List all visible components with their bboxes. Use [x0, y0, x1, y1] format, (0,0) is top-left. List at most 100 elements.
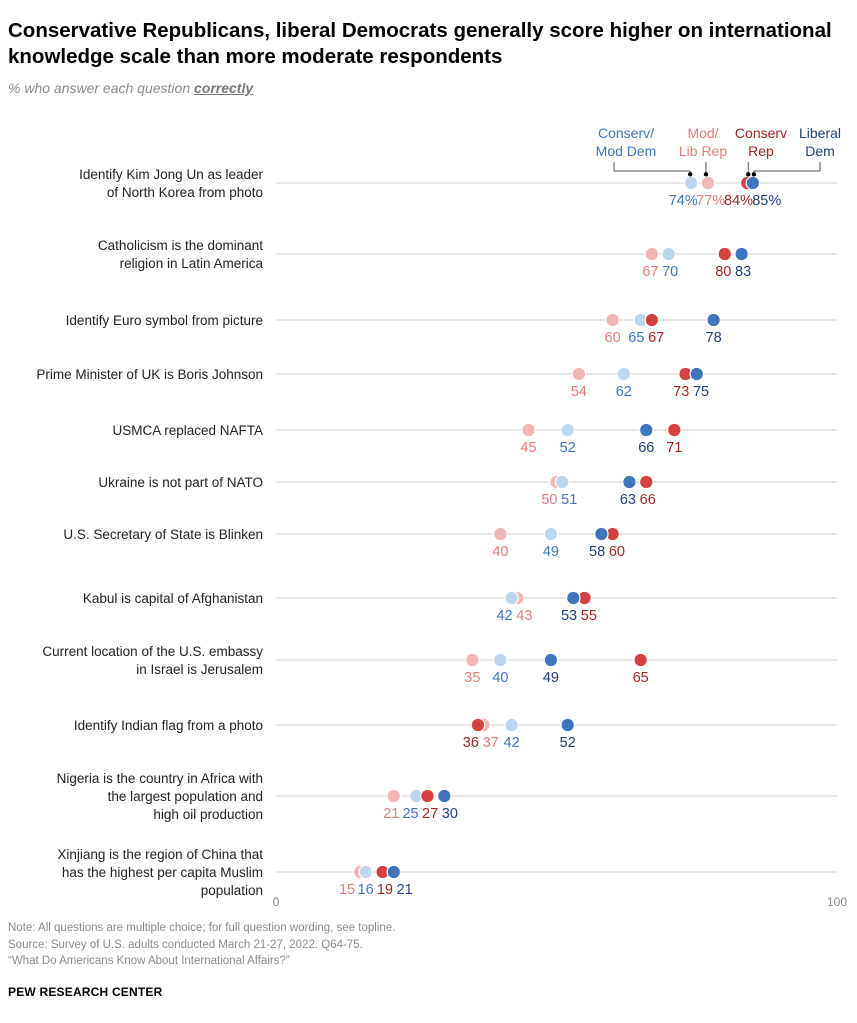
row-label: U.S. Secretary of State is Blinken	[63, 527, 263, 542]
data-label-conserv-mod-dem: 40	[492, 670, 508, 686]
legend-label-conserv-mod-dem: Mod Dem	[596, 143, 657, 159]
data-label-mod-lib-rep: 77%	[696, 193, 725, 209]
dot-chart: Identify Kim Jong Un as leader of North K…	[36, 125, 847, 909]
legend-leader-dot	[746, 172, 751, 177]
data-label-conserv-rep: 27	[422, 806, 438, 822]
subtitle-emphasis: correctly	[194, 80, 254, 96]
data-label-conserv-rep: 71	[666, 440, 682, 456]
data-label-conserv-mod-dem: 52	[560, 440, 576, 456]
data-label-mod-lib-rep: 21	[383, 806, 399, 822]
data-label-conserv-mod-dem: 70	[662, 264, 678, 280]
data-label-conserv-mod-dem: 49	[543, 544, 559, 560]
data-point-liberal-dem	[436, 788, 452, 804]
subtitle-prefix: % who answer each question	[8, 80, 191, 96]
data-label-conserv-rep: 19	[377, 882, 393, 898]
data-point-conserv-mod-dem	[661, 246, 676, 262]
data-label-mod-lib-rep: 35	[464, 670, 480, 686]
row-label: Kabul is capital of Afghanistan	[83, 591, 263, 606]
row-label: religion in Latin America	[120, 256, 264, 271]
legend-label-liberal-dem: Dem	[805, 143, 835, 159]
data-point-liberal-dem	[745, 175, 761, 191]
legend-leader-dot	[703, 172, 709, 177]
data-point-liberal-dem	[689, 366, 705, 382]
data-point-conserv-mod-dem	[493, 652, 508, 668]
data-point-mod-lib-rep	[465, 652, 480, 668]
row-label: Prime Minister of UK is Boris Johnson	[36, 367, 263, 382]
data-point-conserv-mod-dem	[616, 366, 632, 382]
row-label: in Israel is Jerusalem	[136, 662, 263, 677]
data-label-conserv-rep: 60	[609, 544, 625, 560]
row-label: USMCA replaced NAFTA	[112, 423, 263, 438]
data-label-conserv-rep: 84%	[724, 193, 753, 209]
data-label-conserv-rep: 73	[673, 384, 689, 400]
data-point-liberal-dem	[638, 422, 654, 438]
axis-tick-label: 0	[273, 895, 280, 909]
data-label-mod-lib-rep: 43	[516, 608, 532, 624]
data-label-conserv-mod-dem: 74%	[669, 193, 698, 209]
legend-label-mod-lib-rep: Lib Rep	[679, 143, 727, 159]
data-point-mod-lib-rep	[493, 526, 508, 542]
data-point-conserv-mod-dem	[560, 422, 576, 438]
data-label-liberal-dem: 21	[397, 882, 413, 898]
data-label-conserv-mod-dem: 16	[358, 882, 374, 898]
data-label-mod-lib-rep: 54	[571, 384, 587, 400]
data-label-conserv-rep: 66	[640, 492, 656, 508]
data-point-mod-lib-rep	[605, 312, 620, 328]
data-label-mod-lib-rep: 37	[483, 735, 499, 751]
data-point-conserv-rep	[420, 788, 435, 804]
data-point-mod-lib-rep	[571, 366, 587, 382]
legend-label-conserv-rep: Rep	[748, 143, 774, 159]
data-label-mod-lib-rep: 50	[541, 492, 557, 508]
row-label: Ukraine is not part of NATO	[98, 475, 263, 490]
row-label: Identify Kim Jong Un as leader	[79, 167, 263, 182]
pew-research-center-logo: PEW RESEARCH CENTER	[8, 985, 163, 999]
data-label-liberal-dem: 53	[561, 608, 577, 624]
data-label-mod-lib-rep: 15	[339, 882, 355, 898]
data-label-conserv-mod-dem: 62	[616, 384, 632, 400]
data-label-liberal-dem: 66	[638, 440, 654, 456]
data-label-conserv-rep: 36	[463, 735, 479, 751]
data-point-conserv-rep	[470, 717, 486, 733]
data-point-mod-lib-rep	[521, 422, 536, 438]
chart-title: Conservative Republicans, liberal Democr…	[8, 19, 832, 68]
data-label-mod-lib-rep: 45	[520, 440, 536, 456]
data-label-liberal-dem: 58	[589, 544, 605, 560]
data-point-liberal-dem	[622, 474, 637, 490]
legend-label-conserv-mod-dem: Conserv/	[598, 125, 654, 141]
data-point-conserv-mod-dem	[554, 474, 570, 490]
data-label-liberal-dem: 78	[706, 330, 722, 346]
data-label-liberal-dem: 75	[693, 384, 709, 400]
data-label-conserv-mod-dem: 42	[496, 608, 512, 624]
legend-label-conserv-rep: Conserv	[735, 125, 787, 141]
data-label-liberal-dem: 49	[543, 670, 559, 686]
data-point-liberal-dem	[594, 526, 609, 542]
row-label: Nigeria is the country in Africa with	[57, 771, 263, 786]
row-label: Current location of the U.S. embassy	[42, 644, 263, 659]
legend-leader-line	[613, 162, 691, 176]
row-label: Identify Indian flag from a photo	[74, 718, 263, 733]
data-label-conserv-mod-dem: 51	[561, 492, 577, 508]
data-label-liberal-dem: 63	[620, 492, 636, 508]
data-label-liberal-dem: 85%	[752, 193, 781, 209]
data-point-conserv-mod-dem	[358, 864, 374, 880]
data-label-conserv-mod-dem: 42	[504, 735, 520, 751]
data-label-conserv-rep: 67	[648, 330, 664, 346]
data-label-mod-lib-rep: 60	[605, 330, 621, 346]
data-point-conserv-mod-dem	[504, 717, 519, 733]
row-label: Catholicism is the dominant	[98, 238, 263, 253]
data-point-liberal-dem	[734, 246, 749, 262]
axis-tick-label: 100	[827, 895, 847, 909]
note-text: Note: All questions are multiple choice;…	[8, 922, 396, 934]
legend-leader-line	[753, 162, 821, 176]
data-point-liberal-dem	[543, 652, 559, 668]
row-label: has the highest per capita Muslim	[62, 865, 263, 880]
data-point-conserv-rep	[638, 474, 654, 490]
data-point-mod-lib-rep	[644, 246, 660, 262]
data-point-conserv-mod-dem	[683, 175, 699, 191]
data-point-mod-lib-rep	[386, 788, 402, 804]
notes: Note: All questions are multiple choice;…	[8, 920, 395, 970]
data-point-mod-lib-rep	[700, 175, 716, 191]
data-point-conserv-rep	[667, 422, 682, 438]
legend-leader-dot	[751, 172, 757, 177]
data-point-conserv-rep	[717, 246, 733, 262]
